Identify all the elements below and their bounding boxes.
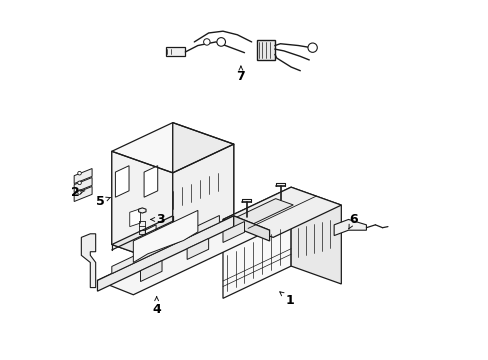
Polygon shape [223,187,341,237]
Polygon shape [290,187,341,284]
Text: 7: 7 [236,66,245,82]
Circle shape [78,171,81,175]
Circle shape [78,181,81,185]
Polygon shape [81,234,96,288]
Text: 2: 2 [70,186,84,199]
Polygon shape [172,144,233,266]
Polygon shape [129,209,140,226]
Polygon shape [233,216,269,241]
Text: 4: 4 [152,297,161,316]
Polygon shape [74,168,92,184]
Text: 3: 3 [150,213,165,226]
Polygon shape [112,151,172,266]
Polygon shape [112,216,233,266]
Polygon shape [133,210,198,262]
Polygon shape [112,123,172,244]
Polygon shape [257,40,274,60]
Polygon shape [144,166,158,197]
Circle shape [203,39,210,45]
Polygon shape [234,199,293,224]
Text: 1: 1 [279,292,294,307]
Polygon shape [223,221,244,243]
Polygon shape [97,216,233,291]
Polygon shape [140,261,162,282]
Polygon shape [223,187,290,298]
Polygon shape [138,208,146,213]
Polygon shape [187,239,208,260]
Text: 5: 5 [96,195,110,208]
Polygon shape [112,216,219,274]
Polygon shape [74,177,92,193]
Polygon shape [333,220,366,235]
Circle shape [78,191,81,194]
Polygon shape [172,123,233,237]
Polygon shape [145,225,156,244]
Text: 6: 6 [348,213,357,229]
Polygon shape [165,47,185,56]
Polygon shape [115,166,129,197]
Polygon shape [74,186,92,202]
Polygon shape [97,216,269,295]
Circle shape [217,38,225,46]
Circle shape [307,43,317,52]
